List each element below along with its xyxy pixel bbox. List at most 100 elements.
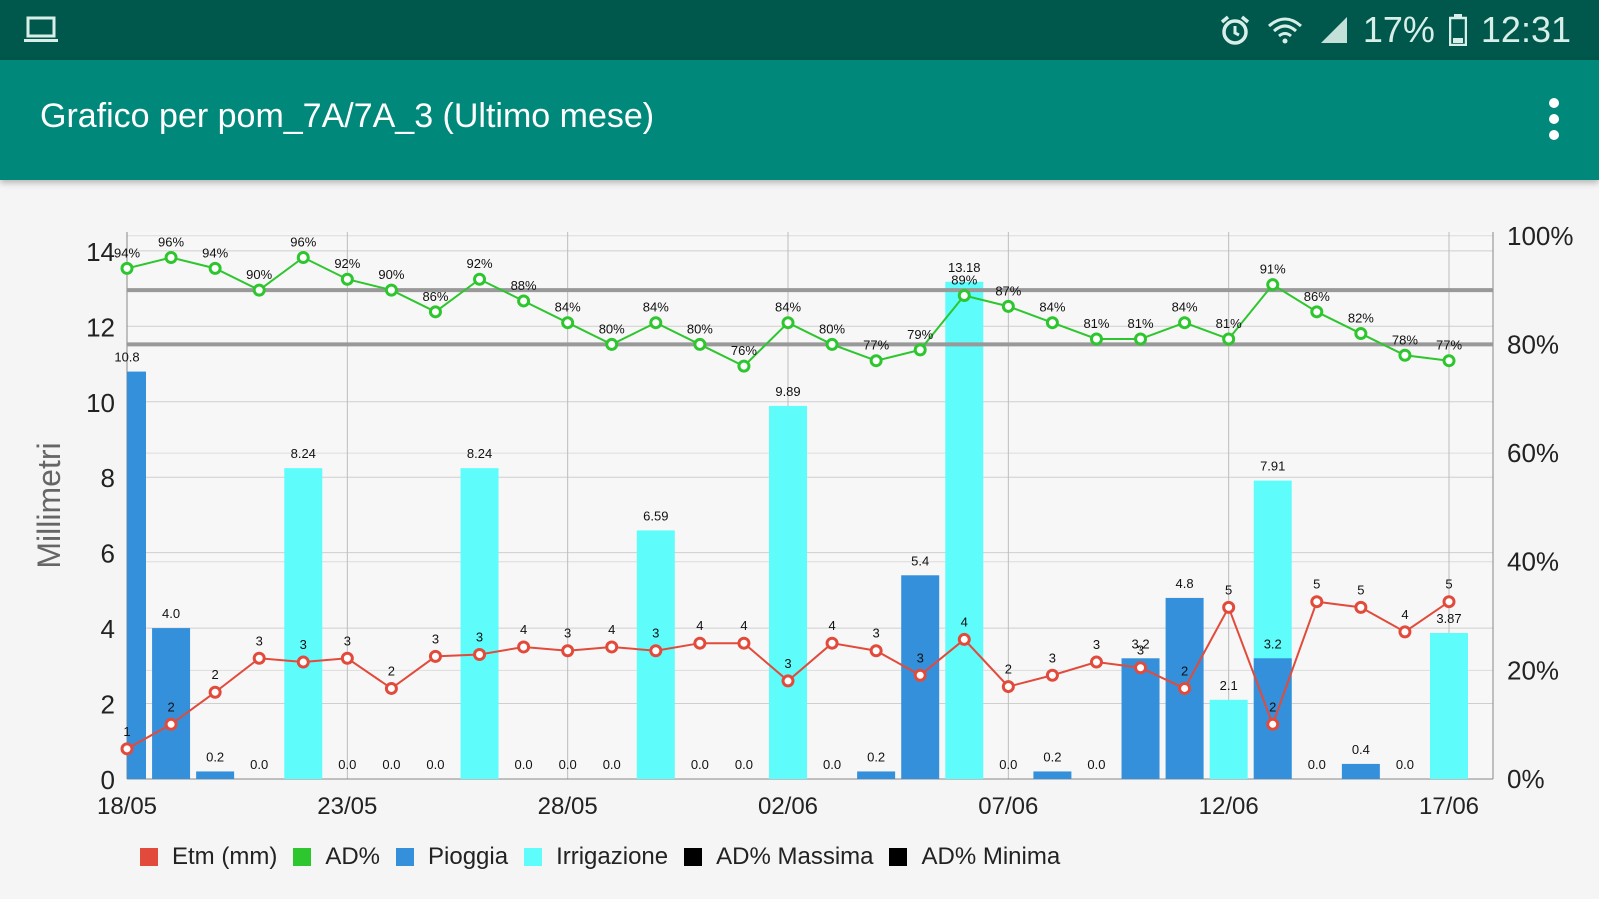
etm-value-label: 4	[608, 622, 615, 637]
etm-value-label: 1	[123, 724, 130, 739]
y-tick-label: 8	[101, 463, 115, 493]
etm-point	[737, 636, 751, 650]
ad-value-label: 81%	[1216, 316, 1242, 331]
irrigazione-bar	[284, 468, 323, 779]
pioggia-value-label: 0.0	[515, 757, 533, 772]
laptop-icon	[24, 16, 58, 42]
ad-point	[957, 289, 971, 303]
ad-point	[1310, 305, 1324, 319]
etm-value-label: 3	[917, 650, 924, 665]
etm-value-label: 3	[1049, 650, 1056, 665]
ad-point	[1134, 332, 1148, 346]
legend-item: AD% Minima	[889, 843, 1060, 871]
y-tick-label: 12	[86, 312, 115, 342]
ad-value-label: 79%	[907, 327, 933, 342]
ad-value-label: 78%	[1392, 332, 1418, 347]
ad-point	[517, 294, 531, 308]
ad-value-label: 94%	[202, 245, 228, 260]
ad-value-label: 88%	[511, 278, 537, 293]
etm-point	[825, 636, 839, 650]
legend-swatch	[684, 848, 703, 866]
etm-value-label: 2	[1005, 662, 1012, 677]
ad-value-label: 90%	[378, 267, 404, 282]
y-tick-label: 14	[86, 237, 115, 267]
pioggia-bar	[1341, 763, 1380, 779]
etm-point	[517, 640, 531, 654]
etm-point	[384, 681, 398, 695]
etm-point	[296, 655, 310, 669]
etm-value-label: 3	[873, 626, 880, 641]
pioggia-value-label: 0.2	[1043, 749, 1061, 764]
ad-point	[208, 261, 222, 275]
pioggia-value-label: 0.0	[1396, 757, 1414, 772]
etm-point	[957, 632, 971, 646]
ad-point	[781, 316, 795, 330]
pioggia-value-label: 0.4	[1352, 742, 1370, 757]
irrigazione-bar	[945, 281, 984, 779]
ad-value-label: 81%	[1083, 316, 1109, 331]
etm-value-label: 4	[740, 618, 747, 633]
x-tick-label: 12/06	[1199, 793, 1259, 820]
ad-value-label: 96%	[158, 235, 184, 250]
x-tick-label: 02/06	[758, 793, 818, 820]
etm-value-label: 3	[344, 633, 351, 648]
etm-point	[605, 640, 619, 654]
pioggia-value-label: 0.0	[559, 757, 577, 772]
ad-value-label: 81%	[1128, 316, 1154, 331]
pioggia-value-label: 0.0	[338, 757, 356, 772]
etm-value-label: 3	[1093, 637, 1100, 652]
pioggia-value-label: 5.4	[911, 553, 929, 568]
y2-tick-label: 40%	[1507, 547, 1559, 577]
legend-label: AD%	[325, 843, 380, 870]
page-title: Grafico per pom_7A/7A_3 (Ultimo mese)	[40, 97, 655, 135]
etm-value-label: 5	[1445, 577, 1452, 592]
ad-point	[869, 354, 883, 368]
y-axis-title: Millimetri	[31, 442, 67, 568]
pioggia-value-label: 4.0	[162, 606, 180, 621]
ad-value-label: 94%	[114, 245, 140, 260]
ad-point	[428, 305, 442, 319]
pioggia-value-label: 0.2	[867, 749, 885, 764]
etm-point	[1266, 717, 1280, 731]
irrigazione-value-label: 9.89	[775, 384, 800, 399]
ad-value-label: 92%	[334, 256, 360, 271]
etm-point	[649, 644, 663, 658]
pioggia-bar	[1121, 658, 1160, 779]
y-tick-label: 6	[101, 539, 115, 569]
ad-point	[1354, 327, 1368, 341]
ad-point	[473, 272, 487, 286]
legend-item: Pioggia	[396, 843, 508, 871]
etm-point	[693, 636, 707, 650]
irrigazione-value-label: 7.91	[1260, 459, 1285, 474]
ad-point	[1178, 316, 1192, 330]
etm-point	[340, 651, 354, 665]
etm-value-label: 3	[1137, 643, 1144, 658]
etm-point	[208, 685, 222, 699]
etm-value-label: 4	[696, 618, 703, 633]
battery-icon	[1448, 14, 1467, 46]
irrigazione-value-label: 13.18	[948, 260, 981, 275]
legend-label: AD% Minima	[921, 843, 1061, 870]
ad-value-label: 80%	[687, 321, 713, 336]
etm-point	[913, 668, 927, 682]
y2-tick-label: 80%	[1507, 329, 1559, 359]
ad-value-label: 76%	[731, 343, 757, 358]
etm-point	[1045, 668, 1059, 682]
pioggia-value-label: 3.2	[1131, 636, 1149, 651]
etm-point	[1354, 600, 1368, 614]
etm-value-label: 4	[961, 614, 968, 629]
etm-value-label: 3	[300, 637, 307, 652]
x-tick-label: 23/05	[317, 793, 377, 820]
legend-label: Irrigazione	[556, 843, 669, 870]
x-tick-label: 07/06	[978, 793, 1038, 820]
etm-value-label: 2	[212, 667, 219, 682]
x-tick-label: 17/06	[1419, 793, 1479, 820]
legend-swatch	[140, 848, 158, 866]
ad-value-label: 77%	[863, 338, 889, 353]
ad-value-label: 84%	[1039, 300, 1065, 315]
ad-point	[252, 283, 266, 297]
etm-value-label: 5	[1357, 582, 1364, 597]
legend-label: AD% Massima	[716, 843, 874, 870]
ad-value-label: 77%	[1436, 338, 1462, 353]
overflow-menu-icon[interactable]	[1539, 96, 1569, 144]
